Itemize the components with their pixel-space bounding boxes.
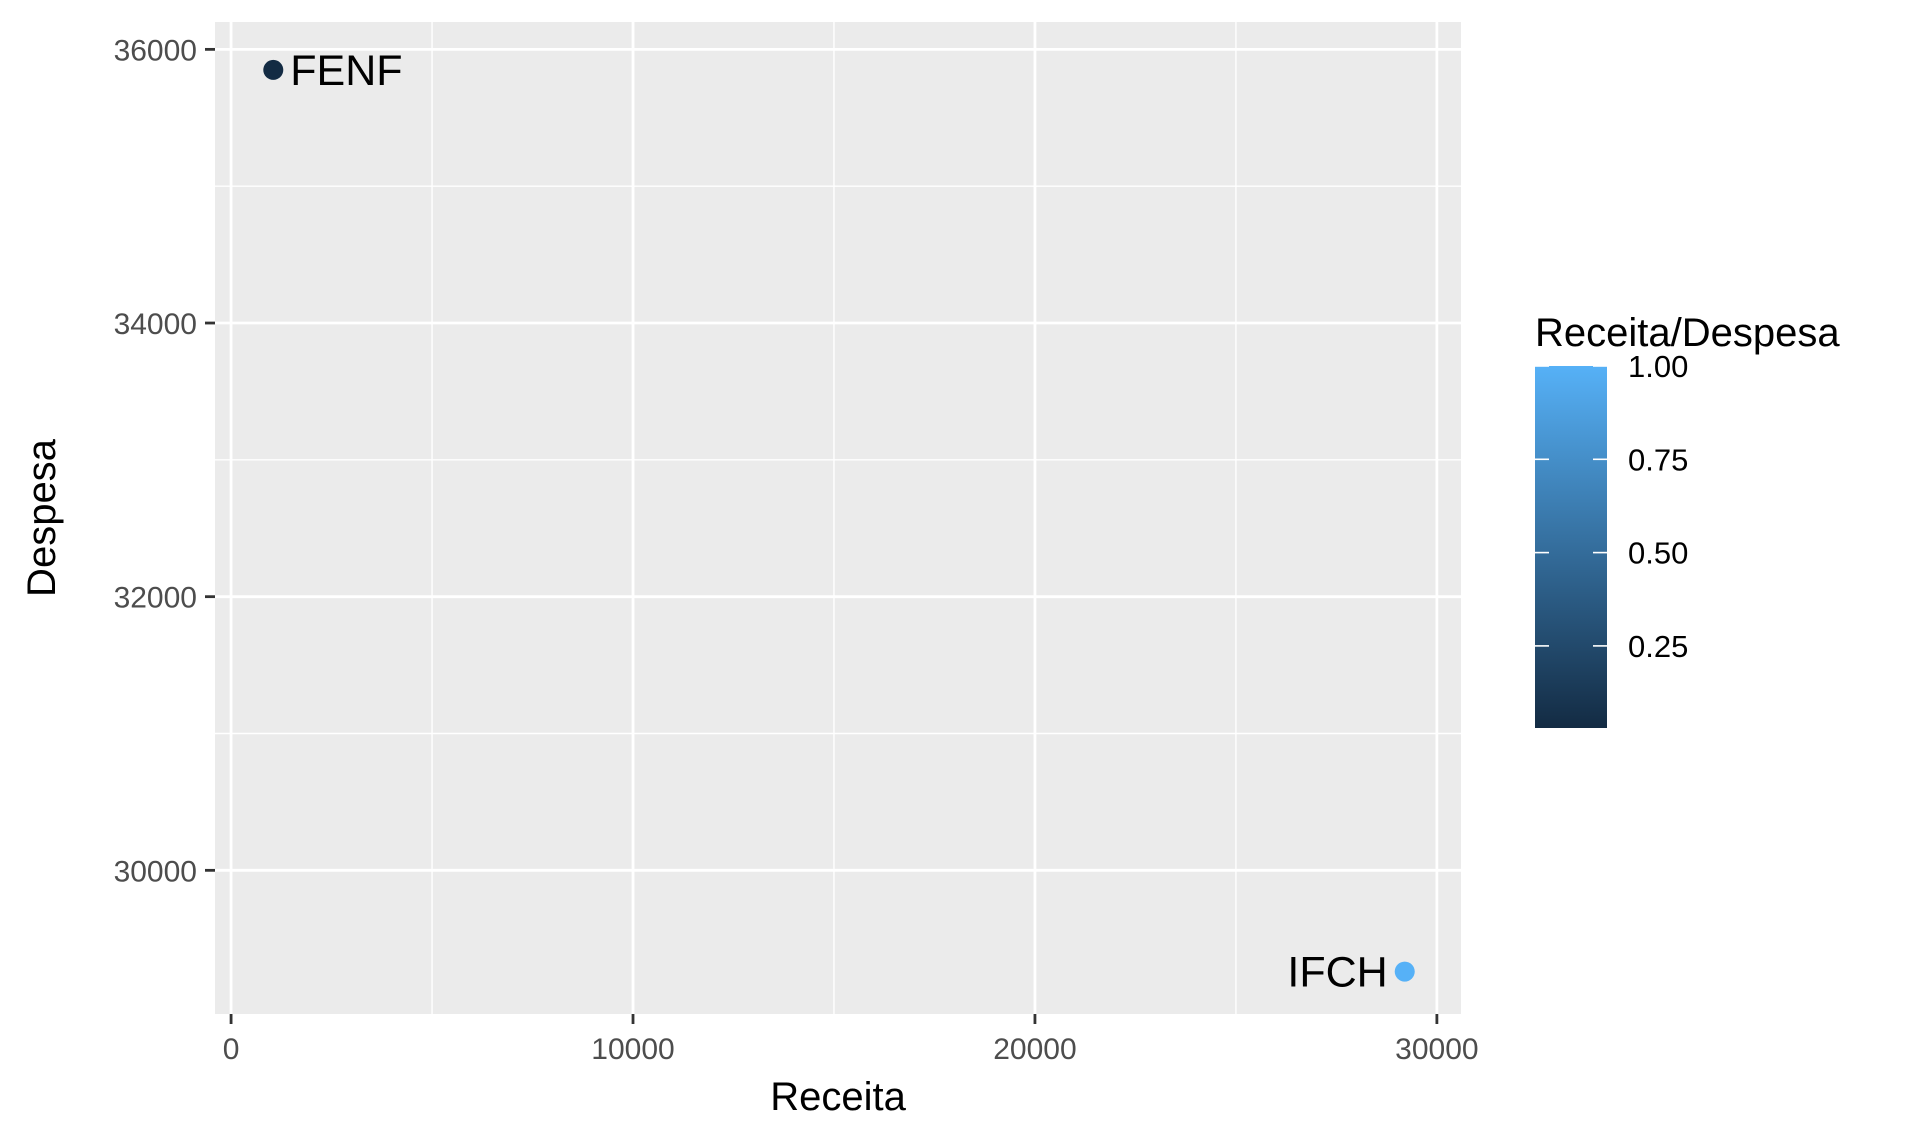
data-point — [263, 59, 284, 80]
minor-gridlines — [215, 22, 1461, 1014]
y-tick-label: 36000 — [114, 34, 197, 67]
legend-title: Receita/Despesa — [1535, 311, 1840, 355]
x-tick-label: 30000 — [1395, 1033, 1478, 1066]
major-gridlines — [215, 22, 1461, 1014]
color-legend: Receita/Despesa 0.25 0.50 0.75 1.00 — [1535, 311, 1840, 728]
data-points: FENF IFCH — [263, 47, 1415, 997]
y-tick-label: 30000 — [114, 855, 197, 888]
data-point-label: FENF — [290, 47, 402, 95]
data-point — [1394, 961, 1415, 982]
y-axis-title: Despesa — [20, 438, 64, 597]
x-axis-title: Receita — [770, 1075, 906, 1119]
x-tick-label: 0 — [223, 1033, 240, 1066]
legend-colorbar — [1535, 366, 1607, 728]
legend-tick-label: 0.50 — [1628, 536, 1688, 571]
legend-tick-label: 1.00 — [1628, 349, 1688, 384]
plot-panel — [215, 22, 1461, 1014]
x-axis: 0 10000 20000 30000 — [223, 1014, 1479, 1066]
x-tick-label: 20000 — [993, 1033, 1076, 1066]
y-axis: 30000 32000 34000 36000 — [114, 34, 215, 888]
legend-ticks: 0.25 0.50 0.75 1.00 — [1535, 349, 1688, 664]
data-point-label: IFCH — [1287, 949, 1387, 997]
y-tick-label: 32000 — [114, 582, 197, 615]
y-tick-label: 34000 — [114, 308, 197, 341]
legend-tick-label: 0.75 — [1628, 442, 1688, 477]
x-tick-label: 10000 — [591, 1033, 674, 1066]
legend-tick-label: 0.25 — [1628, 629, 1688, 664]
